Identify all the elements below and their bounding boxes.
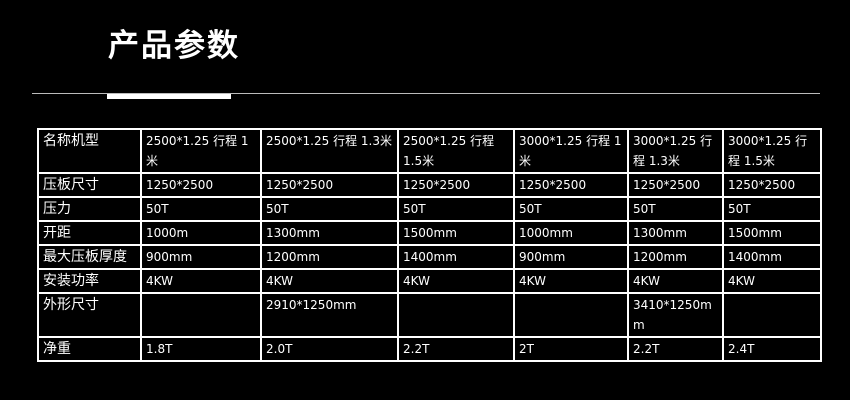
table-cell: 2500*1.25 行程 1.3米 [260, 128, 399, 174]
table-cell: 1000mm [513, 220, 629, 246]
table-cell: 50T [397, 196, 515, 222]
table-cell: 3410*1250mm [627, 292, 724, 338]
table-cell: 1300mm [260, 220, 399, 246]
table-cell: 4KW [140, 268, 262, 294]
table-cell: 1500mm [722, 220, 822, 246]
table-row: 外形尺寸 2910*1250mm 3410*1250mm [37, 292, 822, 338]
divider-line [32, 93, 820, 94]
table-cell: 2.4T [722, 336, 822, 362]
table-cell: 1250*2500 [722, 172, 822, 198]
spec-table: 名称机型 2500*1.25 行程 1米 2500*1.25 行程 1.3米 2500… [37, 128, 822, 362]
table-cell: 1300mm [627, 220, 724, 246]
table-cell: 2500*1.25 行程 1米 [140, 128, 262, 174]
table-cell: 2500*1.25 行程 1.5米 [397, 128, 515, 174]
table-cell [513, 292, 629, 338]
table-cell: 2.2T [627, 336, 724, 362]
table-cell: 3000*1.25 行程 1米 [513, 128, 629, 174]
table-row: 开距 1000m 1300mm 1500mm 1000mm 1300mm 1500mm [37, 220, 822, 246]
table-cell: 4KW [722, 268, 822, 294]
table-row: 压力 50T 50T 50T 50T 50T 50T [37, 196, 822, 222]
table-cell: 1250*2500 [140, 172, 262, 198]
table-cell [722, 292, 822, 338]
table-row: 最大压板厚度 900mm 1200mm 1400mm 900mm 1200mm 1400mm [37, 244, 822, 270]
table-cell: 1500mm [397, 220, 515, 246]
table-cell: 4KW [513, 268, 629, 294]
table-cell: 50T [627, 196, 724, 222]
table-cell: 2T [513, 336, 629, 362]
table-cell: 50T [513, 196, 629, 222]
row-label: 开距 [37, 220, 142, 246]
table-cell: 1200mm [627, 244, 724, 270]
table-cell: 1000m [140, 220, 262, 246]
table-cell [140, 292, 262, 338]
table-cell: 3000*1.25 行程 1.3米 [627, 128, 724, 174]
row-label: 最大压板厚度 [37, 244, 142, 270]
title-accent-bar [107, 94, 231, 99]
table-cell: 1250*2500 [627, 172, 724, 198]
table-row: 压板尺寸 1250*2500 1250*2500 1250*2500 1250*2500… [37, 172, 822, 198]
table-cell: 900mm [513, 244, 629, 270]
table-cell: 3000*1.25 行程 1.5米 [722, 128, 822, 174]
table-cell: 1250*2500 [397, 172, 515, 198]
table-cell: 2.2T [397, 336, 515, 362]
table-cell: 4KW [260, 268, 399, 294]
table-cell: 50T [140, 196, 262, 222]
table-cell [397, 292, 515, 338]
row-label: 名称机型 [37, 128, 142, 174]
table-cell: 1200mm [260, 244, 399, 270]
table-cell: 50T [722, 196, 822, 222]
table-cell: 1250*2500 [513, 172, 629, 198]
row-label: 安装功率 [37, 268, 142, 294]
table-row: 名称机型 2500*1.25 行程 1米 2500*1.25 行程 1.3米 2500… [37, 128, 822, 174]
table-cell: 900mm [140, 244, 262, 270]
table-cell: 2.0T [260, 336, 399, 362]
table-row: 安装功率 4KW 4KW 4KW 4KW 4KW 4KW [37, 268, 822, 294]
row-label: 压板尺寸 [37, 172, 142, 198]
table-cell: 4KW [397, 268, 515, 294]
table-cell: 1.8T [140, 336, 262, 362]
row-label: 外形尺寸 [37, 292, 142, 338]
page-title: 产品参数 [108, 28, 240, 64]
row-label: 净重 [37, 336, 142, 362]
table-row: 净重 1.8T 2.0T 2.2T 2T 2.2T 2.4T [37, 336, 822, 362]
table-cell: 1400mm [722, 244, 822, 270]
table-cell: 1400mm [397, 244, 515, 270]
row-label: 压力 [37, 196, 142, 222]
table-cell: 4KW [627, 268, 724, 294]
table-cell: 1250*2500 [260, 172, 399, 198]
table-cell: 2910*1250mm [260, 292, 399, 338]
table-cell: 50T [260, 196, 399, 222]
